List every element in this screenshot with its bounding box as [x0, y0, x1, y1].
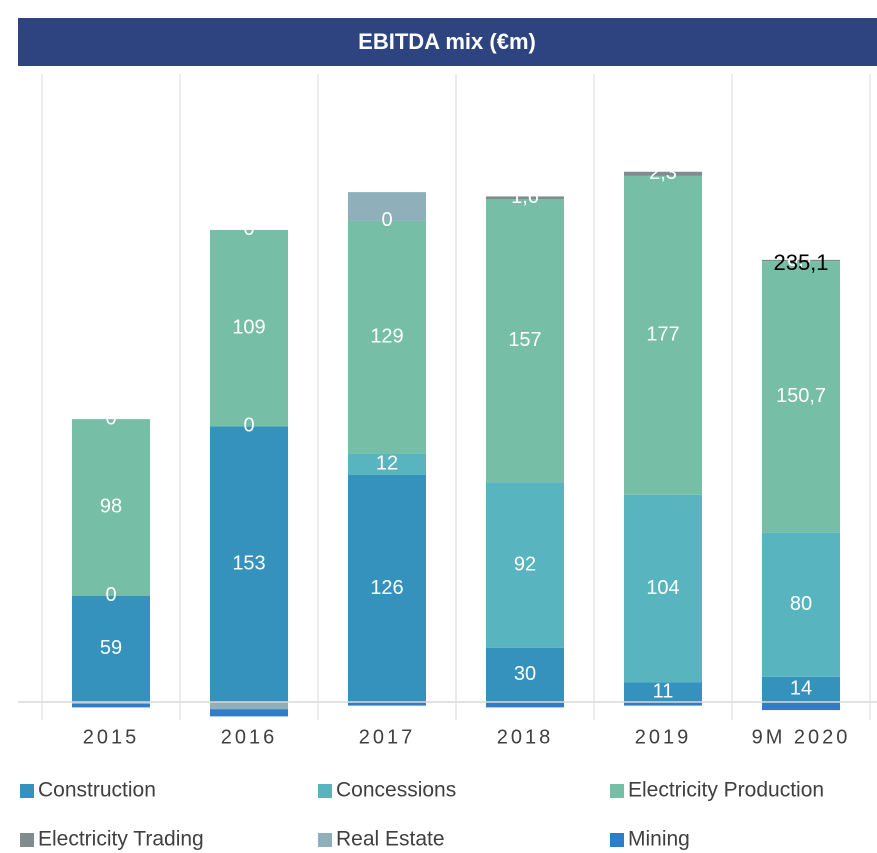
x-tick-label: 2018	[497, 726, 554, 748]
bar-segment	[348, 701, 426, 706]
bar-segment	[762, 532, 840, 677]
bar-segment	[348, 474, 426, 702]
data-label: 30	[514, 663, 536, 685]
bar-segment	[210, 426, 288, 702]
bar-segment	[348, 453, 426, 475]
data-label: 92	[514, 553, 536, 575]
bar-segment	[624, 494, 702, 683]
bar-segment	[210, 229, 288, 427]
bar-segment	[624, 171, 702, 176]
bar-segment	[72, 701, 150, 704]
data-label: 157	[508, 329, 541, 351]
legend-label: Electricity Trading	[38, 828, 204, 851]
chart-title: EBITDA mix (€m)	[358, 29, 536, 54]
data-label: 0	[381, 209, 392, 231]
data-label: 153	[232, 552, 265, 574]
legend-label: Electricity Production	[628, 779, 824, 802]
legend-label: Mining	[628, 828, 690, 851]
bar-segment	[486, 701, 564, 708]
data-label: 0,7	[787, 249, 815, 271]
bar-segment	[210, 701, 288, 710]
bar-segment	[348, 220, 426, 454]
legend-label: Concessions	[336, 779, 456, 802]
x-tick-label: 9M 2020	[752, 726, 851, 748]
data-label: 2,3	[649, 162, 677, 184]
legend-swatch	[610, 833, 624, 847]
total-label: 235,1	[773, 250, 828, 275]
legend-label: Real Estate	[336, 828, 445, 851]
legend-swatch	[610, 784, 624, 798]
data-label: 59	[100, 637, 122, 659]
data-label: 0	[105, 584, 116, 606]
data-label: 150,7	[776, 385, 826, 407]
legend-swatch	[318, 784, 332, 798]
legend-swatch	[318, 833, 332, 847]
bar-segment	[72, 703, 150, 708]
data-label: 80	[790, 593, 812, 615]
bar-segment	[624, 701, 702, 706]
data-label: 126	[370, 577, 403, 599]
x-tick-label: 2016	[221, 726, 278, 748]
data-label: 0	[243, 415, 254, 437]
data-label: 177	[646, 324, 679, 346]
bar-segment	[348, 192, 426, 221]
bar-segment	[486, 196, 564, 200]
data-label: 11	[653, 680, 674, 702]
x-tick-label: 2015	[83, 726, 140, 748]
legend-swatch	[20, 784, 34, 798]
x-tick-label: 2017	[359, 726, 416, 748]
data-label: 104	[646, 577, 679, 599]
data-label: 109	[232, 316, 265, 338]
bar-segment	[762, 261, 840, 533]
bar-segment	[486, 482, 564, 648]
data-label: 129	[370, 325, 403, 347]
data-label: 14	[790, 678, 812, 700]
data-label: 0	[105, 407, 116, 429]
bar-segment	[624, 175, 702, 495]
bar-segment	[624, 682, 702, 702]
data-label: 0	[243, 218, 254, 240]
bar-segment	[72, 595, 150, 702]
bar-segment	[72, 419, 150, 596]
bar-segment	[486, 647, 564, 702]
bar-segment	[210, 709, 288, 717]
x-tick-label: 2019	[635, 726, 692, 748]
data-label: 98	[100, 496, 122, 518]
data-label: 12	[376, 452, 398, 474]
legend-swatch	[20, 833, 34, 847]
bar-segment	[486, 199, 564, 483]
bar-segment	[762, 701, 840, 711]
title-banner	[18, 18, 877, 66]
legend-label: Construction	[38, 779, 156, 802]
data-label: 1,6	[511, 186, 539, 208]
bar-segment	[762, 676, 840, 702]
bar-segment	[762, 259, 840, 262]
